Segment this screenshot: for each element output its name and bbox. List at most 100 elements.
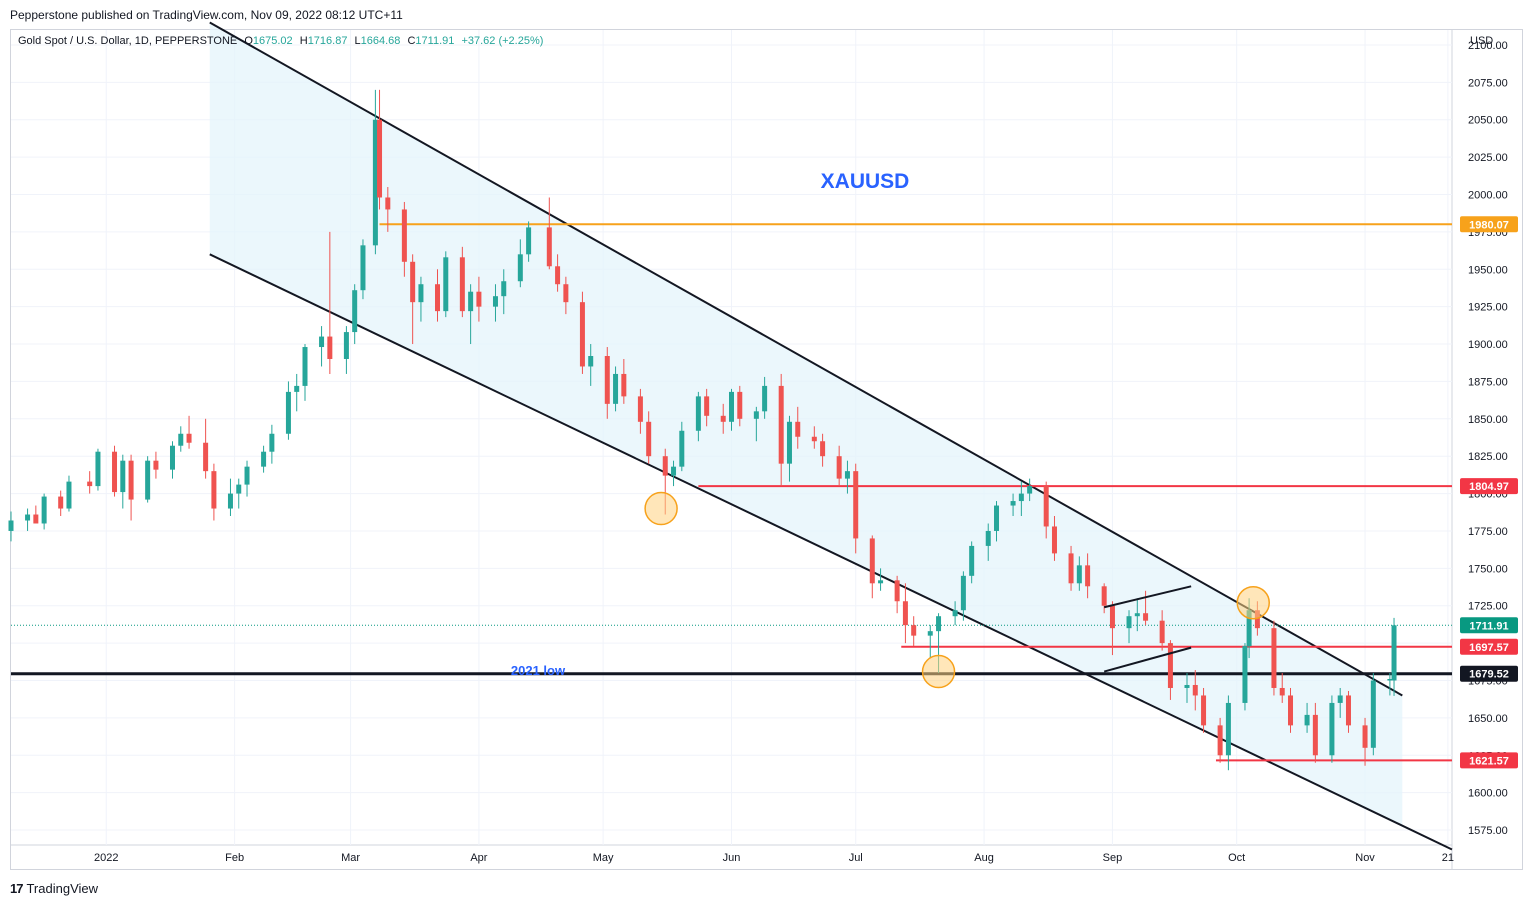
chart-frame[interactable] (10, 29, 1523, 870)
candle-body (1101, 586, 1107, 606)
candle-body (1242, 646, 1248, 703)
price-tick-label: 2075.00 (1468, 77, 1508, 89)
candle-body (1271, 628, 1277, 688)
time-tick-label: 21 (1442, 852, 1454, 864)
price-tick-label: 1750.00 (1468, 563, 1508, 575)
time-tick-label: May (593, 852, 614, 864)
time-tick-label: Aug (974, 852, 994, 864)
price-badge-label: 1980.07 (1469, 219, 1509, 231)
candle-body (1126, 616, 1132, 629)
overlays (644, 491, 1270, 689)
price-badge (1460, 638, 1518, 655)
horizontal-levels (11, 223, 1452, 762)
candle-body (120, 460, 126, 493)
close-value: 1711.91 (415, 35, 455, 47)
price-tick-label: 1900.00 (1468, 339, 1508, 351)
price-tick-label: 2000.00 (1468, 189, 1508, 201)
candle-body (1387, 679, 1393, 681)
candle-body (1254, 610, 1260, 629)
currency-label: USD (1470, 35, 1494, 47)
candle-body (269, 433, 275, 452)
candle-body (646, 421, 652, 457)
candle-body (178, 433, 184, 446)
time-tick-label: Mar (341, 852, 360, 864)
candle-body (1201, 695, 1207, 726)
high-value: 1716.87 (307, 35, 348, 47)
time-tick-label: Sep (1103, 852, 1123, 864)
candle-body (236, 484, 242, 494)
candle-body (671, 466, 677, 476)
candle-body (1362, 725, 1368, 748)
candle-body (476, 291, 482, 307)
time-tick-label: Jul (849, 852, 863, 864)
candle-body (443, 257, 449, 312)
candle-body (302, 347, 308, 386)
chart-title: XAUUSD (821, 170, 910, 193)
candle-body (8, 520, 14, 531)
tradingview-brand: TradingView (26, 881, 99, 896)
candle-body (952, 610, 958, 617)
candle-body (1184, 684, 1190, 688)
candle-body (66, 481, 72, 509)
candle-body (186, 433, 192, 443)
publisher-note: Pepperstone published on TradingView.com… (10, 8, 403, 22)
price-badge (1460, 478, 1518, 495)
candle-body (1192, 684, 1198, 696)
price-tick-label: 1775.00 (1468, 526, 1508, 538)
symbol-legend: Gold Spot / U.S. Dollar, 1D, PEPPERSTONE… (18, 35, 543, 47)
open-value: 1675.02 (252, 35, 293, 47)
flag-lower-line (1103, 646, 1192, 673)
low-value: 1664.68 (360, 35, 401, 47)
candle-body (211, 471, 217, 509)
candle-body (869, 538, 875, 584)
footer[interactable]: 17 TradingView (10, 881, 98, 896)
candle-body (994, 505, 1000, 531)
channel-upper-line (209, 21, 1403, 697)
candle-body (753, 411, 759, 419)
candle-body (87, 481, 93, 487)
price-badge-label: 1804.97 (1469, 481, 1509, 493)
price-badge (1460, 617, 1518, 634)
candle-body (285, 391, 291, 434)
candle-body (244, 466, 250, 485)
highlight-circle (921, 654, 956, 689)
candle-body (704, 396, 710, 416)
candle-body (894, 580, 900, 602)
candle-body (468, 291, 474, 312)
price-badge-label: 1621.57 (1469, 755, 1509, 767)
high-label: H (299, 35, 308, 47)
candle-body (459, 257, 465, 312)
price-tick-label: 1950.00 (1468, 264, 1508, 276)
candle-body (902, 601, 908, 626)
candle-body (679, 430, 685, 467)
candle-body (41, 496, 47, 524)
candle-body (1279, 687, 1285, 696)
candle-body (604, 356, 610, 404)
price-badges: 1980.07 1804.97 1711.91 1697.57 1679.52 1621.… (1460, 216, 1518, 769)
highlight-circle (644, 491, 678, 526)
candle-body (1134, 613, 1140, 617)
price-badge-label: 1679.52 (1469, 669, 1509, 681)
candle-body (501, 281, 507, 297)
candle-body (1304, 714, 1310, 726)
candle-body (1159, 620, 1165, 644)
candle-body (969, 545, 975, 576)
highlight-circle (1236, 585, 1270, 620)
candle-body (778, 385, 784, 464)
candle-body (720, 415, 726, 422)
candle-body (294, 385, 300, 392)
candle-body (1370, 680, 1376, 748)
candle-body (153, 460, 159, 470)
candle-body (1246, 610, 1252, 647)
candle-body (261, 451, 267, 467)
candle-body (811, 436, 817, 442)
candle-body (1167, 643, 1173, 688)
candle-body (319, 336, 325, 348)
price-tick-label: 2050.00 (1468, 115, 1508, 127)
change-value: +37.62 (+2.25%) (461, 35, 544, 47)
candle-body (1010, 501, 1016, 506)
candle-body (695, 396, 701, 431)
candle-body (613, 373, 619, 404)
candle-body (377, 119, 383, 198)
